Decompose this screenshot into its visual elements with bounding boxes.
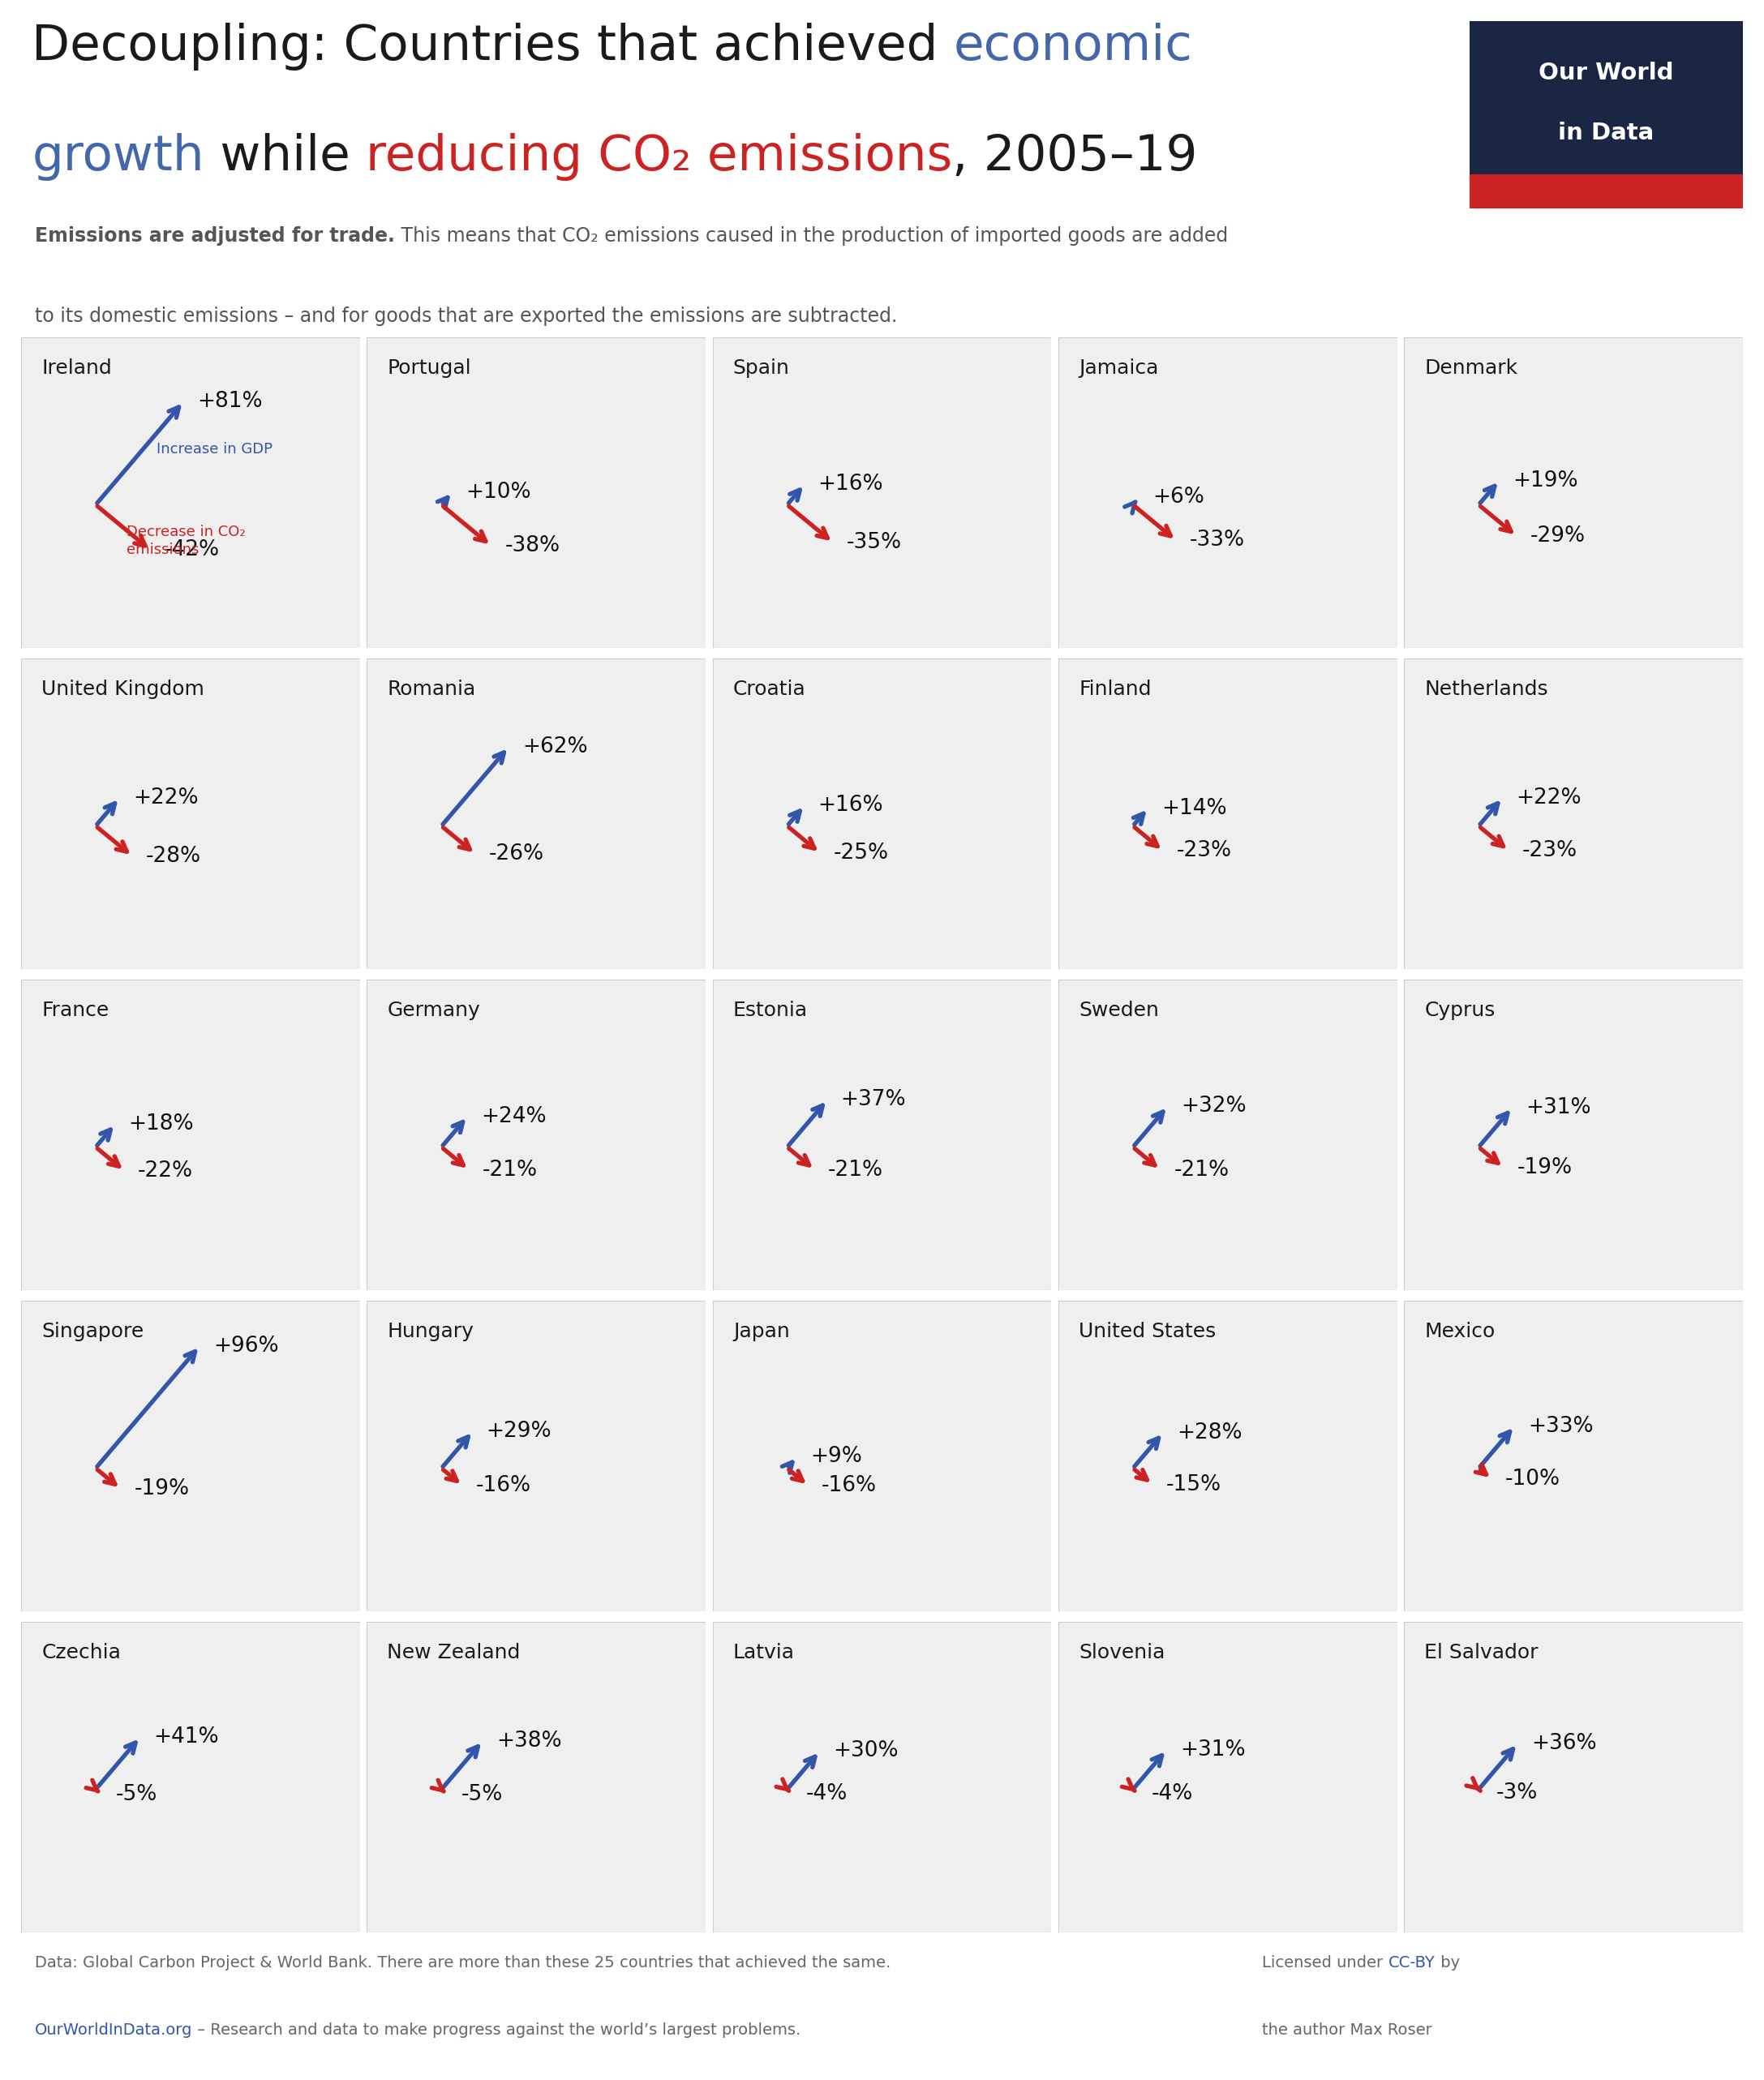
Text: +16%: +16% <box>818 795 884 815</box>
Text: by: by <box>1436 1955 1459 1970</box>
Text: OurWorldInData.org: OurWorldInData.org <box>35 2022 192 2038</box>
Text: Portugal: Portugal <box>388 358 471 379</box>
Text: Emissions are adjusted for trade.: Emissions are adjusted for trade. <box>35 227 395 245</box>
Text: United Kingdom: United Kingdom <box>42 680 205 699</box>
Text: Increase in GDP: Increase in GDP <box>157 441 272 456</box>
Text: -38%: -38% <box>505 535 559 555</box>
Text: -10%: -10% <box>1505 1468 1561 1489</box>
Text: +62%: +62% <box>522 736 587 757</box>
Text: -42%: -42% <box>164 539 219 562</box>
Text: Finland: Finland <box>1080 680 1152 699</box>
Text: -22%: -22% <box>138 1161 194 1181</box>
Text: Czechia: Czechia <box>42 1643 122 1662</box>
Text: -4%: -4% <box>806 1783 848 1803</box>
Text: +38%: +38% <box>496 1731 561 1751</box>
Text: Hungary: Hungary <box>388 1323 475 1342</box>
Text: Singapore: Singapore <box>42 1323 145 1342</box>
Text: -4%: -4% <box>1152 1783 1194 1803</box>
Text: -33%: -33% <box>1189 530 1245 551</box>
Bar <box>1469 175 1743 208</box>
Text: +31%: +31% <box>1180 1739 1245 1760</box>
Text: This means that CO₂ emissions caused in the production of imported goods are add: This means that CO₂ emissions caused in … <box>395 227 1228 245</box>
Text: +41%: +41% <box>153 1726 219 1747</box>
Text: -23%: -23% <box>1177 840 1231 861</box>
Text: New Zealand: New Zealand <box>388 1643 520 1662</box>
Text: , 2005–19: , 2005–19 <box>953 133 1198 181</box>
Text: – Research and data to make progress against the world’s largest problems.: – Research and data to make progress aga… <box>192 2022 801 2038</box>
Text: +22%: +22% <box>132 788 199 809</box>
Text: Decrease in CO₂
emissions: Decrease in CO₂ emissions <box>127 524 245 557</box>
Text: Data: Global Carbon Project & World Bank. There are more than these 25 countries: Data: Global Carbon Project & World Bank… <box>35 1955 891 1970</box>
Text: -16%: -16% <box>822 1475 877 1496</box>
Text: United States: United States <box>1080 1323 1215 1342</box>
Text: Spain: Spain <box>734 358 790 379</box>
Text: while: while <box>205 133 365 181</box>
Text: in Data: in Data <box>1558 123 1655 144</box>
Text: economic: economic <box>954 23 1192 71</box>
Text: -19%: -19% <box>134 1479 189 1500</box>
Text: El Salvador: El Salvador <box>1425 1643 1538 1662</box>
Text: +29%: +29% <box>487 1421 552 1441</box>
Text: -21%: -21% <box>483 1159 538 1179</box>
Text: France: France <box>42 1000 109 1021</box>
Text: Estonia: Estonia <box>734 1000 808 1021</box>
Text: to its domestic emissions – and for goods that are exported the emissions are su: to its domestic emissions – and for good… <box>35 306 898 327</box>
Text: CC-BY: CC-BY <box>1388 1955 1436 1970</box>
Text: Decoupling: Countries that achieved: Decoupling: Countries that achieved <box>32 23 954 71</box>
Text: -35%: -35% <box>847 532 901 553</box>
Text: -23%: -23% <box>1522 840 1577 861</box>
Text: reducing CO₂ emissions: reducing CO₂ emissions <box>365 133 953 181</box>
Text: +6%: +6% <box>1154 487 1205 508</box>
Text: +30%: +30% <box>833 1741 898 1762</box>
Text: Latvia: Latvia <box>734 1643 794 1662</box>
Text: +33%: +33% <box>1528 1416 1593 1437</box>
Text: Ireland: Ireland <box>42 358 111 379</box>
Text: +32%: +32% <box>1182 1096 1247 1117</box>
Text: -5%: -5% <box>462 1785 503 1805</box>
Text: -5%: -5% <box>116 1785 157 1805</box>
Bar <box>1469 21 1743 175</box>
Text: Cyprus: Cyprus <box>1425 1000 1496 1021</box>
Text: Croatia: Croatia <box>734 680 806 699</box>
Text: -15%: -15% <box>1166 1475 1221 1496</box>
Text: Netherlands: Netherlands <box>1425 680 1549 699</box>
Text: Mexico: Mexico <box>1425 1323 1496 1342</box>
Text: Our World: Our World <box>1538 62 1674 85</box>
Text: -3%: -3% <box>1496 1783 1538 1803</box>
Text: -25%: -25% <box>833 842 889 863</box>
Text: -26%: -26% <box>489 844 545 865</box>
Text: +36%: +36% <box>1531 1733 1596 1753</box>
Text: Japan: Japan <box>734 1323 790 1342</box>
Text: +81%: +81% <box>198 391 263 412</box>
Text: +10%: +10% <box>466 480 531 503</box>
Text: Slovenia: Slovenia <box>1080 1643 1164 1662</box>
Text: +19%: +19% <box>1514 470 1579 491</box>
Text: +96%: +96% <box>213 1335 279 1356</box>
Text: +18%: +18% <box>129 1113 194 1136</box>
Text: growth: growth <box>32 133 205 181</box>
Text: +31%: +31% <box>1526 1096 1591 1119</box>
Text: -28%: -28% <box>146 847 201 867</box>
Text: +16%: +16% <box>818 474 884 495</box>
Text: -21%: -21% <box>1175 1159 1230 1179</box>
Text: +24%: +24% <box>482 1107 547 1127</box>
Text: Licensed under: Licensed under <box>1263 1955 1388 1970</box>
Text: +37%: +37% <box>841 1090 907 1111</box>
Text: +9%: +9% <box>810 1446 863 1466</box>
Text: -29%: -29% <box>1529 526 1586 547</box>
Text: Sweden: Sweden <box>1080 1000 1159 1021</box>
Text: Jamaica: Jamaica <box>1080 358 1159 379</box>
Text: +22%: +22% <box>1515 788 1582 809</box>
Text: +28%: +28% <box>1177 1423 1242 1444</box>
Text: -21%: -21% <box>829 1159 884 1179</box>
Text: -19%: -19% <box>1517 1156 1572 1177</box>
Text: -16%: -16% <box>476 1475 531 1496</box>
Text: +14%: +14% <box>1162 797 1228 820</box>
Text: Denmark: Denmark <box>1425 358 1517 379</box>
Text: Germany: Germany <box>388 1000 480 1021</box>
Text: the author Max Roser: the author Max Roser <box>1263 2022 1432 2038</box>
Text: Romania: Romania <box>388 680 476 699</box>
